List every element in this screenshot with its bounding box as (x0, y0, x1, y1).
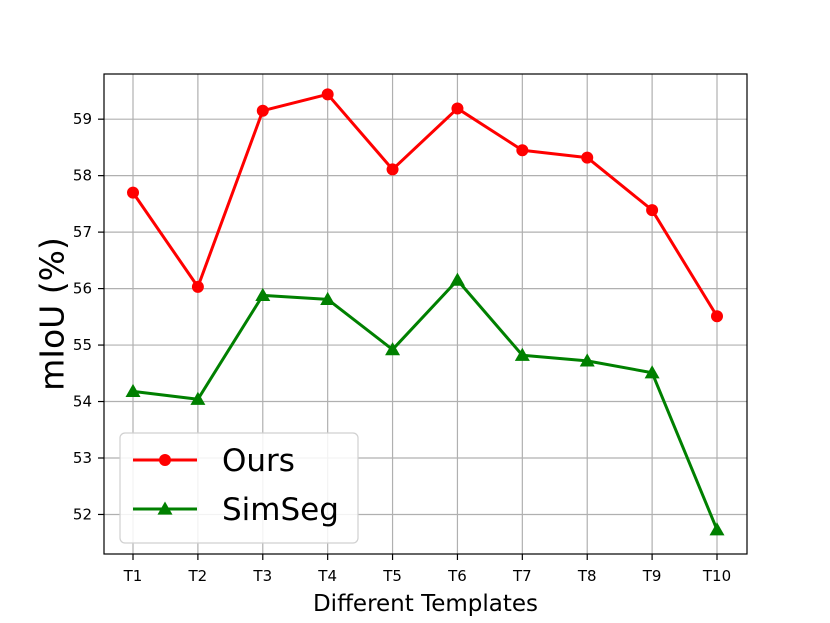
series-simseg (125, 272, 725, 536)
data-point-ours (386, 163, 399, 176)
x-tick-label: T4 (317, 567, 337, 585)
data-point-simseg (709, 522, 725, 536)
plot-area-frame (103, 73, 748, 555)
data-point-ours (451, 102, 464, 115)
legend-item-ours: Ours (133, 443, 295, 479)
data-point-ours (191, 280, 204, 293)
y-tick-label: 58 (73, 167, 92, 185)
legend: Ours SimSeg (119, 432, 359, 544)
y-tick-label: 56 (73, 280, 92, 298)
x-tick-label: T3 (252, 567, 272, 585)
y-tick-label: 52 (73, 505, 92, 523)
data-point-simseg (385, 342, 401, 356)
legend-label: Ours (222, 443, 295, 479)
y-tick-label: 55 (73, 336, 92, 354)
y-axis-title: mIoU (%) (33, 237, 72, 391)
x-axis-title: Different Templates (313, 591, 538, 617)
x-tick-label: T7 (512, 567, 532, 585)
series-line-ours (131, 92, 719, 318)
data-point-simseg (449, 272, 465, 286)
x-tick-label: T9 (642, 567, 662, 585)
legend-label: SimSeg (222, 492, 339, 528)
x-tick-label: T10 (702, 567, 731, 585)
y-tick-label: 53 (73, 449, 92, 467)
y-tick-label: 54 (73, 393, 92, 411)
x-tick-label: T5 (382, 567, 402, 585)
data-point-simseg (255, 287, 271, 301)
data-point-simseg (579, 353, 595, 367)
data-point-ours (321, 88, 334, 101)
series-line-simseg (132, 278, 719, 531)
data-point-simseg (320, 291, 336, 305)
data-point-simseg (125, 383, 141, 397)
legend-marker (159, 454, 171, 466)
axis-ticks: T1 T2 T3 T4 T5 T6 T7 T8 T9 T10 52 53 54 55 56 57 58 59 (73, 110, 731, 585)
data-point-simseg (644, 365, 660, 379)
data-point-ours (581, 151, 594, 164)
data-point-simseg (514, 347, 530, 361)
y-tick-label: 57 (73, 223, 92, 241)
data-point-ours (256, 104, 269, 117)
x-tick-label: T1 (123, 567, 143, 585)
series-ours (127, 88, 723, 323)
data-point-ours (127, 186, 139, 199)
legend-item-simseg: SimSeg (133, 492, 339, 528)
data-point-ours (711, 310, 723, 323)
x-tick-label: T8 (577, 567, 597, 585)
x-tick-label: T2 (188, 567, 208, 585)
y-tick-label: 59 (73, 110, 92, 128)
data-point-ours (646, 204, 659, 217)
data-point-ours (516, 144, 529, 157)
series-layer (125, 88, 725, 536)
legend-marker (157, 501, 173, 515)
data-point-simseg (190, 391, 206, 405)
x-tick-label: T6 (447, 567, 467, 585)
